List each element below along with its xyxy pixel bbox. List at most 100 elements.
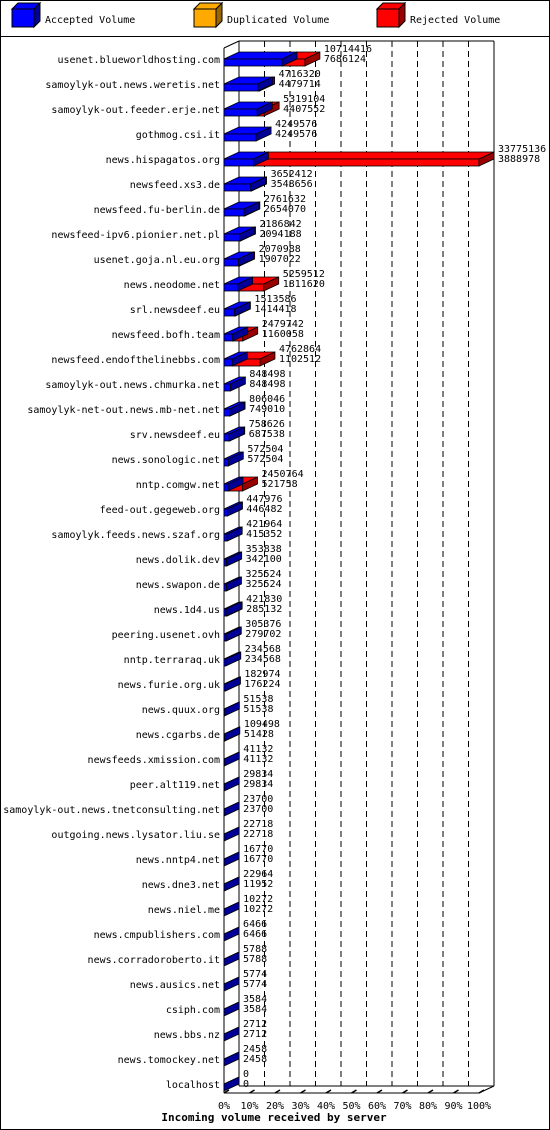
value-label-total: 305376 bbox=[245, 619, 281, 630]
value-label-total: 6466 bbox=[243, 919, 267, 930]
value-label-accepted: 176224 bbox=[244, 679, 280, 690]
value-label-total: 325524 bbox=[245, 569, 281, 580]
value-label-accepted: 279702 bbox=[245, 629, 281, 640]
bar-accepted-side bbox=[223, 826, 240, 842]
bar-accepted bbox=[223, 508, 228, 517]
value-label-accepted: 234568 bbox=[245, 654, 281, 665]
bar-accepted-side bbox=[232, 326, 249, 342]
legend-swatch-accepted-side bbox=[33, 1, 41, 29]
plot-area: 0% 10% 20% 30% 40% 50% 60% 70% 80% 90% 100% usenet.… bbox=[3, 40, 546, 1112]
legend-item-duplicated: Duplicated Volume bbox=[192, 1, 329, 29]
value-label-total: 51538 bbox=[243, 694, 273, 705]
value-label-accepted: 2712 bbox=[243, 1029, 267, 1040]
bar-accepted-side bbox=[226, 526, 243, 542]
value-label-accepted: 51538 bbox=[243, 704, 273, 715]
bar-accepted-side bbox=[223, 951, 240, 967]
category-label: newsfeed.fu-berlin.de bbox=[94, 205, 220, 216]
category-label: news.neodome.net bbox=[124, 280, 220, 291]
value-label-accepted: 521758 bbox=[262, 479, 298, 490]
bar-accepted-side bbox=[229, 401, 246, 417]
x-tick-mark bbox=[402, 1089, 408, 1094]
value-label-total: 22964 bbox=[243, 869, 273, 880]
value-label-accepted: 2654070 bbox=[264, 204, 306, 215]
value-label-accepted: 325524 bbox=[245, 579, 281, 590]
category-label: srv.newsdeef.eu bbox=[130, 430, 220, 441]
bar-accepted-side bbox=[227, 476, 244, 492]
x-tick-mark bbox=[478, 1089, 485, 1094]
bar-accepted-side bbox=[223, 701, 240, 717]
category-label: newsfeed.bofh.team bbox=[112, 330, 220, 341]
value-label-total: 41132 bbox=[243, 744, 273, 755]
legend-swatch-accepted bbox=[11, 8, 35, 28]
value-label-total: 4249576 bbox=[275, 119, 317, 130]
bar-rejected-side bbox=[478, 151, 495, 167]
value-label-total: 16770 bbox=[243, 844, 273, 855]
bar-accepted bbox=[223, 158, 254, 167]
x-tick-mark bbox=[300, 1089, 306, 1094]
value-label-total: 4716320 bbox=[279, 69, 321, 80]
value-label-accepted: 11952 bbox=[243, 879, 273, 890]
x-tick-label: 10% bbox=[240, 1101, 258, 1112]
bar-accepted-side bbox=[256, 101, 273, 117]
value-label-accepted: 1414418 bbox=[254, 304, 296, 315]
value-label-total: 109498 bbox=[244, 719, 280, 730]
bar-accepted-side bbox=[227, 451, 244, 467]
bar-accepted-side bbox=[225, 601, 242, 617]
value-label-total: 806046 bbox=[249, 394, 285, 405]
bar-accepted-side bbox=[223, 1051, 240, 1067]
bar-accepted-side bbox=[230, 376, 246, 392]
value-label-accepted: 415352 bbox=[246, 529, 282, 540]
x-tick-mark bbox=[223, 1089, 230, 1094]
category-label: news.hispagatos.org bbox=[106, 155, 220, 166]
value-label-accepted: 6466 bbox=[243, 929, 267, 940]
plot-left-wall-top bbox=[223, 40, 240, 49]
value-label-total: 421830 bbox=[246, 594, 282, 605]
value-label-total: 22718 bbox=[243, 819, 273, 830]
bar-rejected-side bbox=[304, 51, 321, 67]
value-label-total: 2450764 bbox=[262, 469, 304, 480]
bar-rejected-side bbox=[259, 351, 276, 367]
bar-accepted-side bbox=[223, 876, 240, 892]
category-label: newsfeed.xs3.de bbox=[130, 180, 220, 191]
category-label: news.swapon.de bbox=[136, 580, 220, 591]
category-label: news.sonologic.net bbox=[112, 455, 220, 466]
value-label-accepted: 749010 bbox=[249, 404, 285, 415]
bar-accepted-side bbox=[234, 301, 251, 317]
bar-rejected-side bbox=[242, 326, 259, 342]
value-label-accepted: 342100 bbox=[246, 554, 282, 565]
bar-accepted bbox=[223, 358, 233, 367]
category-label: news.niel.me bbox=[148, 905, 220, 916]
x-tick-label: 40% bbox=[317, 1101, 335, 1112]
category-label: news.tomockey.net bbox=[118, 1055, 220, 1066]
value-label-accepted: 446482 bbox=[246, 504, 282, 515]
category-label: samoylyk-out.news.chmurka.net bbox=[45, 380, 220, 391]
x-tick-label: 0% bbox=[218, 1101, 230, 1112]
category-label: news.nntp4.net bbox=[136, 855, 220, 866]
category-label: srl.newsdeef.eu bbox=[130, 305, 220, 316]
category-label: samoylyk-out.news.tnetconsulting.net bbox=[3, 805, 220, 816]
bar-accepted bbox=[223, 458, 229, 467]
value-label-total: 848498 bbox=[249, 369, 285, 380]
bar-accepted-side bbox=[239, 226, 256, 242]
value-label-total: 2712 bbox=[243, 1019, 267, 1030]
bar-rejected-top bbox=[253, 151, 495, 160]
value-label-accepted: 848498 bbox=[249, 379, 285, 390]
bar-accepted-side bbox=[223, 926, 240, 942]
bar-accepted bbox=[223, 333, 234, 342]
value-label-total: 10714416 bbox=[324, 44, 372, 55]
bar-accepted bbox=[223, 233, 241, 242]
x-tick-label: 30% bbox=[291, 1101, 309, 1112]
category-label: news.furie.org.uk bbox=[118, 680, 220, 691]
category-label: newsfeeds.xmission.com bbox=[88, 755, 220, 766]
value-label-total: 2186842 bbox=[260, 219, 302, 230]
value-label-accepted: 5788 bbox=[243, 954, 267, 965]
value-label-total: 2458 bbox=[243, 1044, 267, 1055]
category-label: peer.alt119.net bbox=[130, 780, 220, 791]
value-label-accepted: 16770 bbox=[243, 854, 273, 865]
category-label: newsfeed.endofthelinebbs.com bbox=[51, 355, 220, 366]
category-label: news.1d4.us bbox=[154, 605, 220, 616]
bar-rejected bbox=[252, 158, 480, 167]
